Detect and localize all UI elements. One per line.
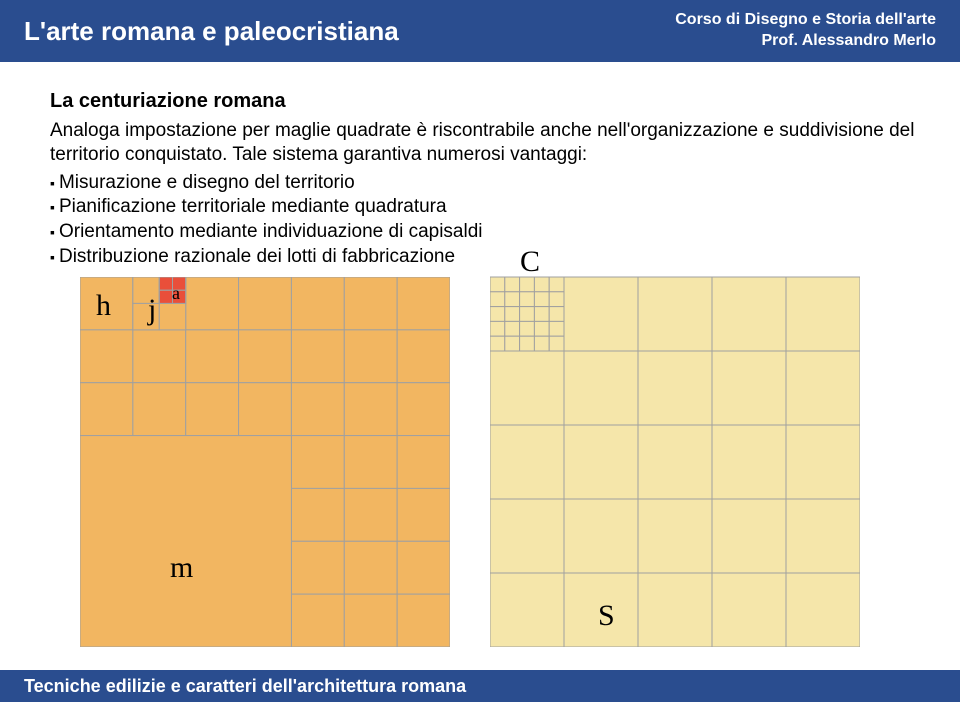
diagrams-row: h ja m CS [50, 277, 920, 647]
section-title: La centuriazione romana [50, 90, 920, 113]
diagram-right: CS [490, 277, 860, 647]
slide-header: L'arte romana e paleocristiana Corso di … [0, 0, 960, 62]
svg-text:j: j [147, 293, 156, 326]
footer-text: Tecniche edilizie e caratteri dell'archi… [24, 676, 466, 697]
bullet-item: Orientamento mediante individuazione di … [50, 220, 920, 245]
slide-footer: Tecniche edilizie e caratteri dell'archi… [0, 670, 960, 702]
header-title-left: L'arte romana e paleocristiana [24, 16, 399, 47]
header-right: Corso di Disegno e Storia dell'arte Prof… [675, 10, 936, 52]
course-line: Corso di Disegno e Storia dell'arte [675, 10, 936, 31]
svg-text:h: h [96, 289, 111, 322]
svg-text:a: a [172, 283, 180, 303]
bullet-item: Pianificazione territoriale mediante qua… [50, 195, 920, 220]
prof-line: Prof. Alessandro Merlo [675, 31, 936, 52]
svg-text:S: S [598, 599, 615, 632]
diagram-left: h ja m [80, 277, 450, 647]
intro-text: Analoga impostazione per maglie quadrate… [50, 119, 920, 167]
slide-content: La centuriazione romana Analoga impostaz… [0, 62, 960, 647]
bullet-item: Misurazione e disegno del territorio [50, 171, 920, 196]
svg-text:C: C [520, 251, 540, 278]
svg-text:m: m [170, 551, 193, 584]
